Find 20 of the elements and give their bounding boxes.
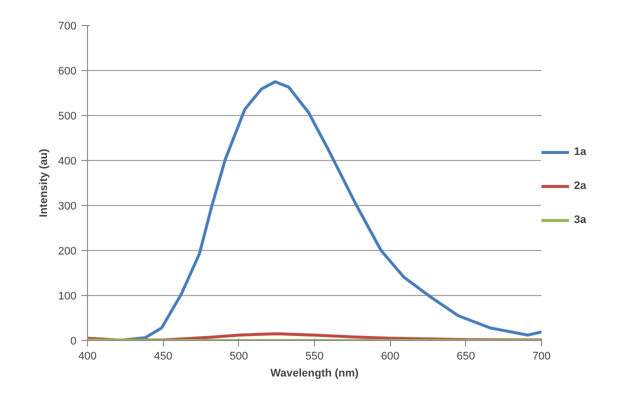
- x-tick-label: 600: [380, 350, 400, 362]
- x-tick-label: 550: [305, 350, 324, 362]
- x-tick-label: 700: [532, 350, 551, 362]
- y-tick-label: 600: [58, 66, 77, 78]
- x-tick-label: 650: [456, 350, 476, 362]
- x-axis-title: Wavelength (nm): [270, 368, 359, 380]
- y-axis-title: Intensity (au): [38, 148, 50, 218]
- y-tick-label: 400: [58, 156, 77, 168]
- legend-label: 3a: [574, 214, 588, 226]
- y-tick-label: 200: [58, 246, 77, 258]
- x-tick-label: 450: [154, 350, 172, 362]
- y-tick-label: 300: [58, 200, 77, 212]
- y-tick-label: 700: [58, 20, 77, 32]
- legend-label: 2a: [574, 180, 588, 192]
- x-tick-label: 500: [230, 350, 248, 362]
- y-tick-label: 0: [70, 336, 77, 348]
- legend-label: 1a: [574, 146, 588, 158]
- y-tick-label: 100: [58, 290, 77, 302]
- x-tick-label: 400: [78, 350, 97, 362]
- y-tick-label: 500: [58, 110, 77, 122]
